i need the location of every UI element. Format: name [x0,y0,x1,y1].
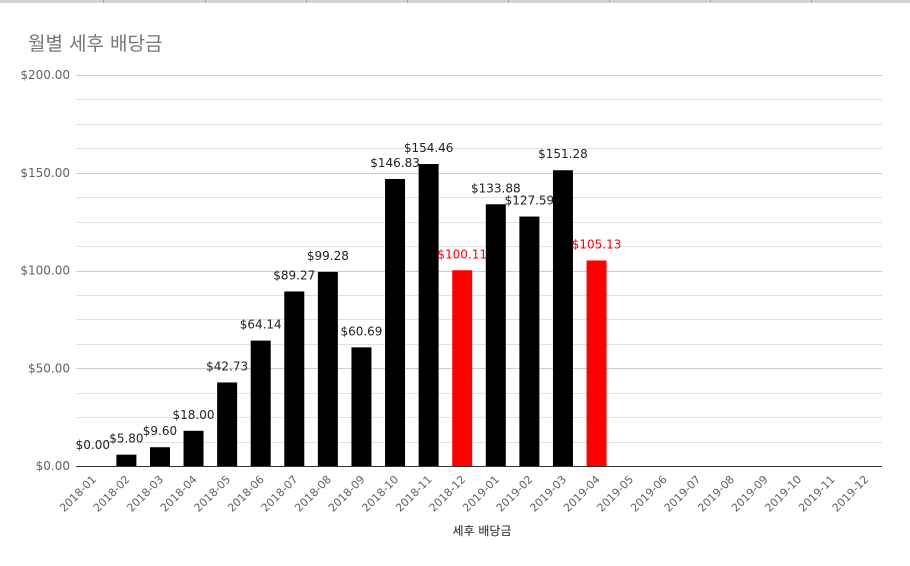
bar-2018-05 [217,382,238,466]
column-separator [508,0,509,3]
value-label-2018-01: $0.00 [76,438,110,452]
value-label-2018-06: $64.14 [240,318,282,332]
bar-2018-11 [418,164,439,466]
bar-2018-10 [385,178,406,466]
column-separator [306,0,307,3]
value-label-2019-02: $127.59 [505,194,555,208]
bar-2019-02 [519,216,540,466]
value-label-2018-11: $154.46 [404,141,454,155]
value-label-2018-05: $42.73 [206,359,248,373]
bar-2018-02 [116,454,137,466]
bar-2018-07 [284,291,305,466]
y-tick-label: $100.00 [20,264,70,278]
x-axis-labels: 2018-012018-022018-032018-042018-052018-… [57,473,871,515]
bar-2018-04 [183,430,204,466]
value-label-2018-02: $5.80 [109,432,143,446]
y-tick-label: $150.00 [20,166,70,180]
value-label-2019-01: $133.88 [471,181,521,195]
column-separator [609,0,610,3]
value-label-2018-10: $146.83 [370,156,420,170]
column-separator [103,0,104,3]
spreadsheet-column-strip [0,0,910,3]
value-label-2018-07: $89.27 [273,268,315,282]
bar-2018-06 [250,340,271,466]
y-tick-label: $50.00 [28,361,70,375]
chart-title: 월별 세후 배당금 [28,33,163,55]
value-label-2019-04: $105.13 [572,237,622,251]
value-label-2018-03: $9.60 [143,424,177,438]
gridlines [76,75,882,443]
y-tick-label: $200.00 [20,68,70,82]
column-separator [710,0,711,3]
value-label-2018-09: $60.69 [340,324,382,338]
bar-2018-12 [452,270,473,466]
column-separator [205,0,206,3]
bar-2018-08 [317,271,338,466]
column-separator [407,0,408,3]
value-label-2018-08: $99.28 [307,249,349,263]
bar-2019-04 [586,260,607,466]
bar-2018-03 [149,447,170,466]
bars [116,164,607,467]
value-label-2019-03: $151.28 [538,147,588,161]
y-axis-ticks: $0.00 $50.00 $100.00 $150.00 $200.00 [20,68,70,473]
column-separator [811,0,812,3]
y-tick-label: $0.00 [36,459,70,473]
value-label-2018-04: $18.00 [173,408,215,422]
x-axis-title: 세후 배당금 [452,524,511,538]
value-labels: $0.00 $5.80$9.60 $18.00 $42.73 $64.14 $89.27 $… [76,141,622,452]
bar-2019-03 [552,170,573,466]
x-tick-label: 2019-12 [830,473,872,515]
bar-2018-09 [351,347,372,466]
value-label-2018-12: $100.11 [437,247,487,261]
bar-2019-01 [485,204,506,467]
